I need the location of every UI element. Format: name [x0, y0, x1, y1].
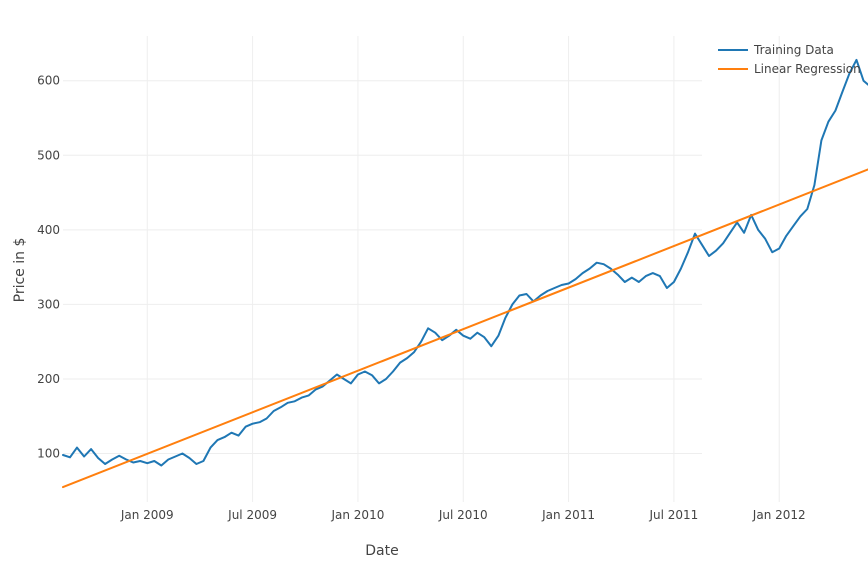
- series-line-training-data: [62, 58, 868, 467]
- x-tick-label: Jul 2009: [227, 508, 277, 522]
- y-axis-title: Price in $: [12, 238, 28, 303]
- x-tick-label: Jan 2009: [120, 508, 174, 522]
- legend-label: Training Data: [753, 43, 834, 57]
- y-tick-label: 400: [37, 223, 60, 237]
- x-tick-label: Jan 2012: [752, 508, 806, 522]
- x-axis-title: Date: [365, 543, 398, 559]
- y-tick-label: 600: [37, 74, 60, 88]
- y-tick-label: 300: [37, 297, 60, 311]
- y-tick-label: 200: [37, 372, 60, 386]
- x-tick-label: Jul 2010: [438, 508, 488, 522]
- y-tick-label: 500: [37, 148, 60, 162]
- plot-area: [62, 58, 868, 489]
- y-tick-label: 100: [37, 447, 60, 461]
- legend-label: Linear Regression: [754, 62, 861, 76]
- series-line-linear-regression: [62, 168, 868, 489]
- axis-ticks: 100 200 300 400 500 600 Jan 2009 Jul 2009 Jan 20…: [37, 74, 806, 522]
- x-tick-label: Jan 2010: [330, 508, 384, 522]
- x-tick-label: Jul 2011: [648, 508, 698, 522]
- legend: Training Data Linear Regression: [718, 43, 861, 76]
- grid: [63, 36, 780, 502]
- x-tick-label: Jan 2011: [541, 508, 595, 522]
